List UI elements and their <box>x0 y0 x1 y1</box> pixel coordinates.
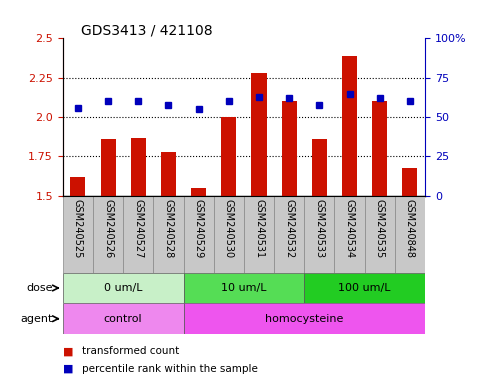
Bar <box>334 196 365 273</box>
Text: ■: ■ <box>63 346 73 356</box>
Bar <box>342 56 357 196</box>
Bar <box>161 152 176 196</box>
Bar <box>402 167 417 196</box>
Bar <box>304 196 334 273</box>
Text: GSM240526: GSM240526 <box>103 199 113 258</box>
Text: GSM240528: GSM240528 <box>163 199 173 258</box>
Text: GSM240533: GSM240533 <box>314 199 325 258</box>
Text: agent: agent <box>21 314 53 324</box>
Text: GDS3413 / 421108: GDS3413 / 421108 <box>81 23 213 37</box>
Bar <box>282 101 297 196</box>
Bar <box>184 273 304 303</box>
Text: percentile rank within the sample: percentile rank within the sample <box>82 364 258 374</box>
Bar <box>274 196 304 273</box>
Bar <box>213 196 244 273</box>
Bar <box>304 273 425 303</box>
Bar <box>123 196 154 273</box>
Text: transformed count: transformed count <box>82 346 179 356</box>
Text: 10 um/L: 10 um/L <box>221 283 267 293</box>
Text: GSM240534: GSM240534 <box>344 199 355 258</box>
Bar <box>252 73 267 196</box>
Text: GSM240527: GSM240527 <box>133 199 143 258</box>
Bar <box>372 101 387 196</box>
Text: GSM240532: GSM240532 <box>284 199 294 258</box>
Bar <box>100 139 115 196</box>
Text: homocysteine: homocysteine <box>265 314 343 324</box>
Bar <box>191 188 206 196</box>
Bar <box>184 196 213 273</box>
Text: GSM240525: GSM240525 <box>73 199 83 258</box>
Text: GSM240531: GSM240531 <box>254 199 264 258</box>
Bar <box>63 196 93 273</box>
Bar <box>312 139 327 196</box>
Bar <box>63 303 184 334</box>
Bar <box>154 196 184 273</box>
Bar <box>93 196 123 273</box>
Text: GSM240529: GSM240529 <box>194 199 204 258</box>
Bar <box>395 196 425 273</box>
Bar <box>184 303 425 334</box>
Text: ■: ■ <box>63 364 73 374</box>
Text: GSM240848: GSM240848 <box>405 199 415 258</box>
Text: GSM240535: GSM240535 <box>375 199 385 258</box>
Text: GSM240530: GSM240530 <box>224 199 234 258</box>
Text: 0 um/L: 0 um/L <box>104 283 142 293</box>
Text: control: control <box>104 314 142 324</box>
Text: dose: dose <box>27 283 53 293</box>
Bar <box>244 196 274 273</box>
Bar <box>131 137 146 196</box>
Bar <box>63 273 184 303</box>
Bar <box>365 196 395 273</box>
Text: 100 um/L: 100 um/L <box>339 283 391 293</box>
Bar <box>221 117 236 196</box>
Bar <box>71 177 85 196</box>
